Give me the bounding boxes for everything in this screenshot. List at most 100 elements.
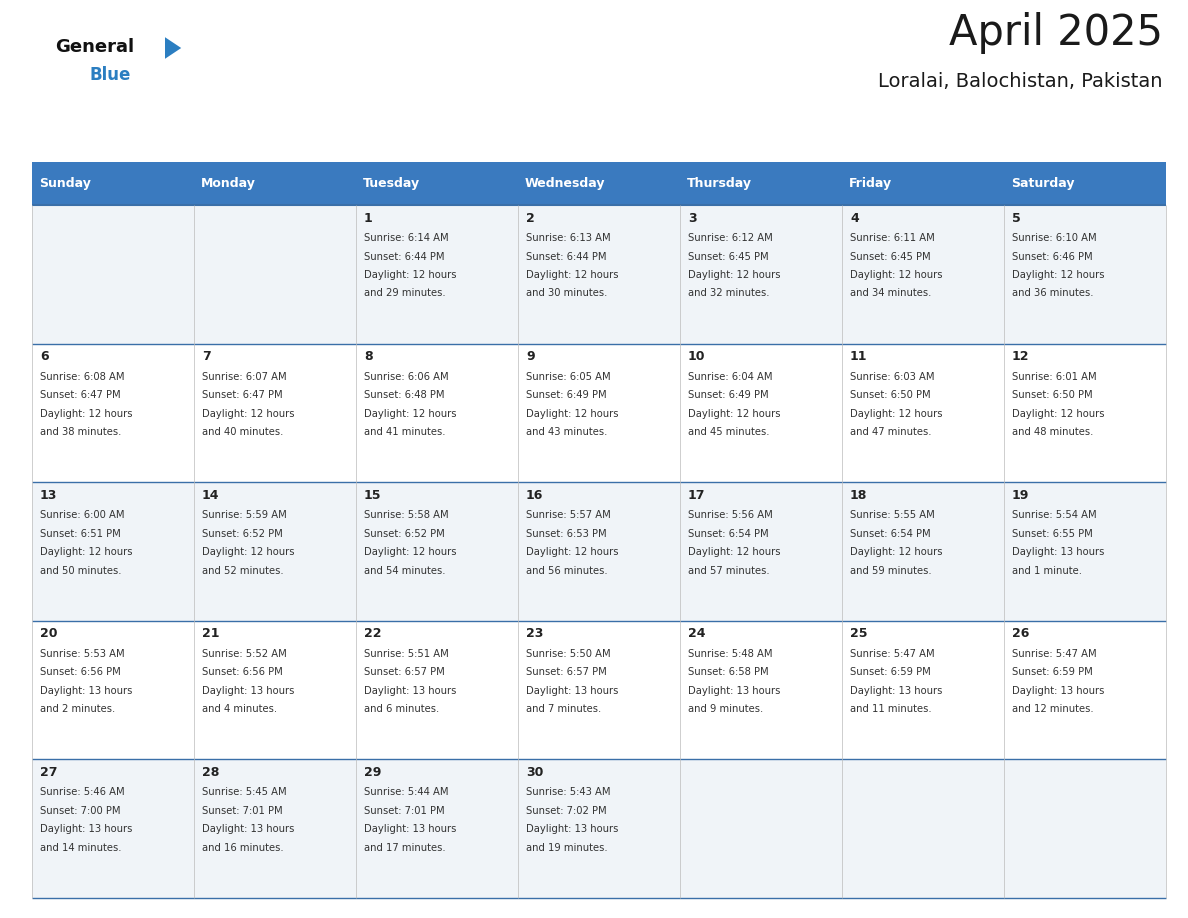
Text: Sunrise: 5:48 AM: Sunrise: 5:48 AM bbox=[688, 649, 772, 659]
Text: 20: 20 bbox=[40, 627, 57, 640]
Text: 5: 5 bbox=[1012, 211, 1020, 225]
Text: 24: 24 bbox=[688, 627, 706, 640]
Bar bbox=[680, 162, 842, 205]
Text: 17: 17 bbox=[688, 488, 706, 502]
Text: 30: 30 bbox=[526, 766, 543, 778]
Bar bbox=[194, 162, 356, 205]
Text: Daylight: 13 hours: Daylight: 13 hours bbox=[202, 824, 295, 834]
Text: 2: 2 bbox=[526, 211, 535, 225]
Text: and 41 minutes.: and 41 minutes. bbox=[364, 427, 446, 437]
Bar bbox=[842, 759, 1004, 898]
Bar bbox=[1004, 621, 1165, 759]
Text: and 43 minutes.: and 43 minutes. bbox=[526, 427, 607, 437]
Bar bbox=[356, 759, 518, 898]
Bar bbox=[356, 162, 518, 205]
Bar bbox=[194, 482, 356, 621]
Text: Thursday: Thursday bbox=[687, 177, 752, 190]
Text: Sunrise: 5:46 AM: Sunrise: 5:46 AM bbox=[40, 788, 125, 798]
Bar bbox=[518, 621, 680, 759]
Text: and 57 minutes.: and 57 minutes. bbox=[688, 565, 770, 576]
Text: Daylight: 12 hours: Daylight: 12 hours bbox=[526, 547, 619, 557]
Text: and 34 minutes.: and 34 minutes. bbox=[849, 288, 931, 298]
Text: 23: 23 bbox=[526, 627, 543, 640]
Text: Sunrise: 5:59 AM: Sunrise: 5:59 AM bbox=[202, 510, 286, 521]
Text: and 32 minutes.: and 32 minutes. bbox=[688, 288, 770, 298]
Text: 10: 10 bbox=[688, 350, 706, 364]
Bar bbox=[356, 205, 518, 343]
Text: Sunrise: 6:13 AM: Sunrise: 6:13 AM bbox=[526, 233, 611, 243]
Text: Sunset: 6:50 PM: Sunset: 6:50 PM bbox=[849, 390, 930, 400]
Bar bbox=[842, 343, 1004, 482]
Text: Daylight: 13 hours: Daylight: 13 hours bbox=[526, 824, 619, 834]
Text: Tuesday: Tuesday bbox=[364, 177, 421, 190]
Bar bbox=[842, 482, 1004, 621]
Text: Sunday: Sunday bbox=[39, 177, 90, 190]
Text: Daylight: 12 hours: Daylight: 12 hours bbox=[688, 409, 781, 419]
Text: Daylight: 12 hours: Daylight: 12 hours bbox=[364, 547, 456, 557]
Text: Daylight: 12 hours: Daylight: 12 hours bbox=[202, 547, 295, 557]
Text: Sunset: 6:46 PM: Sunset: 6:46 PM bbox=[1012, 252, 1093, 262]
Text: Daylight: 13 hours: Daylight: 13 hours bbox=[364, 824, 456, 834]
Bar bbox=[1004, 205, 1165, 343]
Text: Sunset: 6:53 PM: Sunset: 6:53 PM bbox=[526, 529, 607, 539]
Text: Sunrise: 6:08 AM: Sunrise: 6:08 AM bbox=[40, 372, 125, 382]
Text: 18: 18 bbox=[849, 488, 867, 502]
Text: Daylight: 13 hours: Daylight: 13 hours bbox=[849, 686, 942, 696]
Text: Sunset: 6:55 PM: Sunset: 6:55 PM bbox=[1012, 529, 1093, 539]
Bar bbox=[32, 162, 194, 205]
Polygon shape bbox=[165, 38, 182, 59]
Text: Sunrise: 6:11 AM: Sunrise: 6:11 AM bbox=[849, 233, 935, 243]
Text: and 9 minutes.: and 9 minutes. bbox=[688, 704, 763, 714]
Text: Daylight: 12 hours: Daylight: 12 hours bbox=[688, 270, 781, 280]
Text: and 40 minutes.: and 40 minutes. bbox=[202, 427, 284, 437]
Text: Sunrise: 5:52 AM: Sunrise: 5:52 AM bbox=[202, 649, 286, 659]
Text: Sunset: 6:54 PM: Sunset: 6:54 PM bbox=[849, 529, 930, 539]
Text: Sunset: 6:54 PM: Sunset: 6:54 PM bbox=[688, 529, 769, 539]
Text: Sunrise: 5:50 AM: Sunrise: 5:50 AM bbox=[526, 649, 611, 659]
Text: Sunrise: 6:14 AM: Sunrise: 6:14 AM bbox=[364, 233, 449, 243]
Bar bbox=[194, 621, 356, 759]
Text: 12: 12 bbox=[1012, 350, 1030, 364]
Text: Sunset: 6:52 PM: Sunset: 6:52 PM bbox=[364, 529, 444, 539]
Bar bbox=[1004, 343, 1165, 482]
Text: and 12 minutes.: and 12 minutes. bbox=[1012, 704, 1094, 714]
Text: Daylight: 12 hours: Daylight: 12 hours bbox=[849, 270, 942, 280]
Text: Sunset: 7:01 PM: Sunset: 7:01 PM bbox=[202, 806, 283, 816]
Text: Sunrise: 5:47 AM: Sunrise: 5:47 AM bbox=[1012, 649, 1097, 659]
Text: Sunset: 6:52 PM: Sunset: 6:52 PM bbox=[202, 529, 283, 539]
Text: 14: 14 bbox=[202, 488, 220, 502]
Text: Daylight: 12 hours: Daylight: 12 hours bbox=[849, 409, 942, 419]
Bar bbox=[356, 343, 518, 482]
Text: Daylight: 13 hours: Daylight: 13 hours bbox=[40, 686, 132, 696]
Text: Sunset: 6:59 PM: Sunset: 6:59 PM bbox=[849, 667, 930, 677]
Bar bbox=[194, 205, 356, 343]
Text: Loralai, Balochistan, Pakistan: Loralai, Balochistan, Pakistan bbox=[878, 72, 1163, 91]
Text: Sunrise: 5:47 AM: Sunrise: 5:47 AM bbox=[849, 649, 935, 659]
Text: and 14 minutes.: and 14 minutes. bbox=[40, 843, 121, 853]
Bar bbox=[680, 205, 842, 343]
Text: Daylight: 12 hours: Daylight: 12 hours bbox=[526, 409, 619, 419]
Text: Sunrise: 5:44 AM: Sunrise: 5:44 AM bbox=[364, 788, 449, 798]
Text: Sunset: 7:00 PM: Sunset: 7:00 PM bbox=[40, 806, 120, 816]
Text: Sunset: 6:56 PM: Sunset: 6:56 PM bbox=[202, 667, 283, 677]
Text: Daylight: 12 hours: Daylight: 12 hours bbox=[364, 409, 456, 419]
Text: Sunrise: 6:03 AM: Sunrise: 6:03 AM bbox=[849, 372, 935, 382]
Bar bbox=[356, 482, 518, 621]
Text: Daylight: 12 hours: Daylight: 12 hours bbox=[40, 547, 133, 557]
Text: and 19 minutes.: and 19 minutes. bbox=[526, 843, 607, 853]
Bar bbox=[32, 759, 194, 898]
Text: 25: 25 bbox=[849, 627, 867, 640]
Text: and 4 minutes.: and 4 minutes. bbox=[202, 704, 277, 714]
Text: and 30 minutes.: and 30 minutes. bbox=[526, 288, 607, 298]
Bar bbox=[1004, 482, 1165, 621]
Bar bbox=[194, 343, 356, 482]
Text: and 54 minutes.: and 54 minutes. bbox=[364, 565, 446, 576]
Text: Sunset: 6:57 PM: Sunset: 6:57 PM bbox=[364, 667, 444, 677]
Bar bbox=[194, 759, 356, 898]
Text: Sunrise: 5:53 AM: Sunrise: 5:53 AM bbox=[40, 649, 125, 659]
Text: and 48 minutes.: and 48 minutes. bbox=[1012, 427, 1093, 437]
Text: Daylight: 12 hours: Daylight: 12 hours bbox=[526, 270, 619, 280]
Text: Sunrise: 5:43 AM: Sunrise: 5:43 AM bbox=[526, 788, 611, 798]
Text: Sunset: 6:59 PM: Sunset: 6:59 PM bbox=[1012, 667, 1093, 677]
Text: Daylight: 13 hours: Daylight: 13 hours bbox=[526, 686, 619, 696]
